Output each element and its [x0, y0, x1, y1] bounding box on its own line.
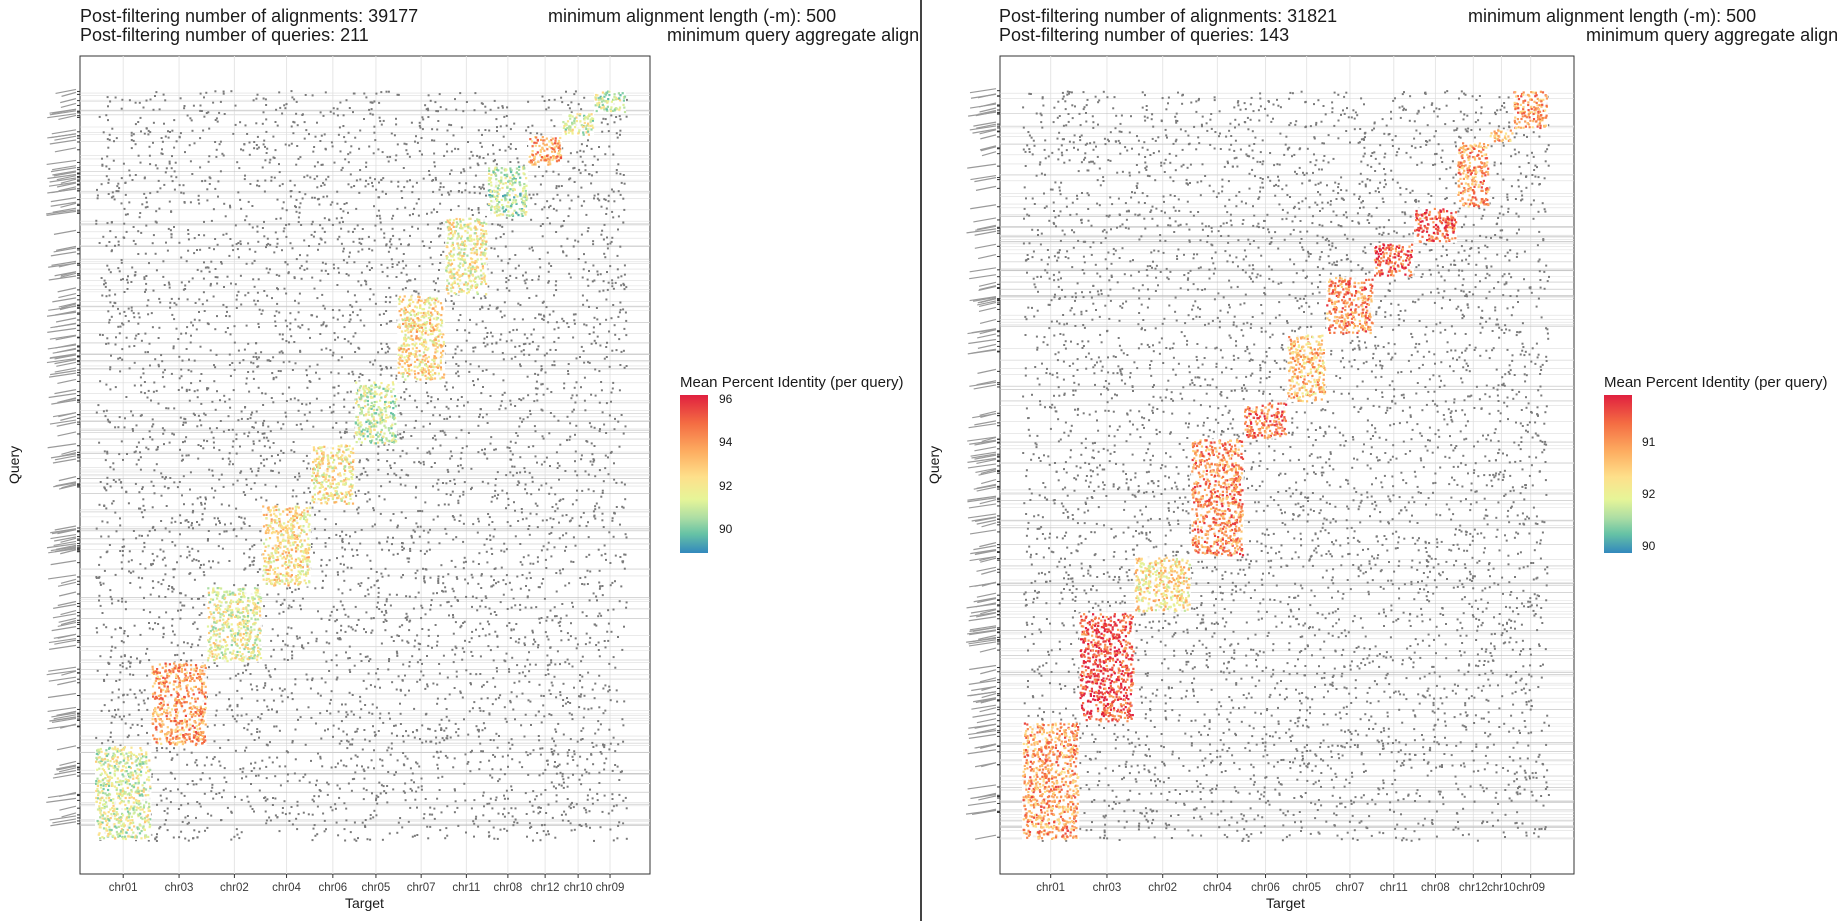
x-tick-chr12: chr12 [1459, 882, 1488, 894]
y-tick-labels [46, 88, 80, 827]
x-tick-chr07: chr07 [1336, 882, 1365, 894]
x-tick-chr06: chr06 [1251, 882, 1280, 894]
diagonal-block-chr10 [562, 112, 595, 136]
x-tick-chr11: chr11 [1380, 882, 1408, 894]
x-tick-chr11: chr11 [452, 882, 480, 894]
x-tick-chr08: chr08 [1421, 882, 1450, 894]
diagonal-block-chr08 [487, 165, 529, 218]
x-tick-chr02: chr02 [1148, 882, 1177, 894]
x-tick-chr05: chr05 [362, 882, 391, 894]
min-alignment-length: minimum alignment length (-m): 500 [548, 6, 837, 26]
legend-tick-94: 94 [719, 435, 733, 449]
x-tick-chr04: chr04 [1203, 882, 1232, 894]
legend-tick-96: 96 [719, 392, 733, 406]
diagonal-block-chr05 [1287, 334, 1327, 403]
x-tick-chr01: chr01 [109, 882, 138, 894]
plot-panel-left: Post-filtering number of alignments: 391… [6, 6, 920, 911]
diagonal-block-chr01 [1022, 722, 1080, 841]
x-tick-chr03: chr03 [1093, 882, 1122, 894]
dotplot-left: chr01 chr03 chr02 chr04 chr06 chr05 chr07 chr11… [46, 55, 651, 894]
diagonal-block-chr09 [1513, 90, 1548, 130]
alignments-count: Post-filtering number of alignments: 391… [80, 6, 419, 26]
diagonal-block-chr02 [1134, 556, 1191, 613]
y-axis-title: Query [926, 445, 942, 484]
x-axis-title: Target [1266, 895, 1305, 911]
legend-title: Mean Percent Identity (per query) [1604, 374, 1828, 391]
x-tick-chr06: chr06 [318, 882, 347, 894]
diagonal-block-chr03 [151, 662, 207, 747]
legend-tick-90: 90 [719, 522, 733, 536]
plot-frame [79, 55, 651, 875]
diagonal-block-chr09 [594, 90, 627, 114]
x-tick-chr03: chr03 [165, 882, 194, 894]
diagonal-block-chr07 [397, 295, 446, 382]
diagonal-block-chr08 [1413, 207, 1458, 243]
diagonal-block-chr11 [1373, 242, 1414, 277]
diagonal-block-chr12 [1457, 142, 1490, 208]
dotplot-right: chr01 chr03 chr02 chr04 chr06 chr05 chr07 chr11… [965, 55, 1575, 894]
min-query-aggregate: minimum query aggregate alignm [1586, 25, 1838, 45]
x-tick-chr01: chr01 [1036, 882, 1065, 894]
x-tick-chr02: chr02 [220, 882, 249, 894]
x-tick-chr10: chr10 [564, 882, 593, 894]
x-tick-chr12: chr12 [531, 882, 560, 894]
plot-panel-right: Post-filtering number of alignments: 318… [922, 0, 1838, 921]
min-alignment-length: minimum alignment length (-m): 500 [1468, 6, 1757, 26]
x-axis-title: Target [345, 895, 384, 911]
legend-tick-92: 92 [719, 479, 733, 493]
panel-divider [920, 0, 922, 921]
diagonal-block-chr12 [528, 135, 563, 166]
x-tick-chr04: chr04 [272, 882, 301, 894]
color-legend-bar [680, 395, 708, 553]
diagonal-block-chr03 [1079, 612, 1135, 723]
diagonal-block-chr07 [1326, 276, 1374, 335]
diagonal-block-chr06 [311, 444, 355, 506]
x-tick-chr10: chr10 [1487, 882, 1516, 894]
diagonal-block-chr10 [1489, 129, 1514, 143]
queries-count: Post-filtering number of queries: 143 [999, 25, 1290, 45]
legend-tick-91: 91 [1642, 435, 1656, 449]
legend-tick-92: 92 [1642, 487, 1656, 501]
diagonal-block-chr04 [262, 505, 312, 587]
x-tick-chr08: chr08 [493, 882, 522, 894]
diagonal-block-chr05 [354, 381, 398, 445]
legend-title: Mean Percent Identity (per query) [680, 374, 904, 391]
diagonal-block-chr02 [206, 586, 263, 663]
legend-tick-90: 90 [1642, 539, 1656, 553]
diagonal-block-chr11 [445, 217, 488, 296]
diagonal-block-chr01 [95, 745, 152, 841]
x-ticks: chr01 chr03 chr02 chr04 chr06 chr05 chr07 chr11… [109, 874, 625, 894]
diagonal-block-chr06 [1243, 402, 1288, 439]
y-tick-labels [965, 88, 1000, 840]
x-tick-chr09: chr09 [596, 882, 625, 894]
alignments-count: Post-filtering number of alignments: 318… [999, 6, 1338, 26]
diagonal-block-chr04 [1190, 438, 1245, 557]
queries-count: Post-filtering number of queries: 211 [80, 25, 369, 45]
min-query-aggregate: minimum query aggregate alignm [667, 25, 920, 45]
x-tick-chr05: chr05 [1292, 882, 1321, 894]
color-legend-bar [1604, 395, 1632, 553]
x-ticks: chr01 chr03 chr02 chr04 chr06 chr05 chr07 chr11… [1036, 874, 1545, 894]
y-axis-title: Query [6, 445, 22, 484]
x-tick-chr09: chr09 [1516, 882, 1545, 894]
grid-lines [1000, 56, 1574, 874]
x-tick-chr07: chr07 [407, 882, 436, 894]
